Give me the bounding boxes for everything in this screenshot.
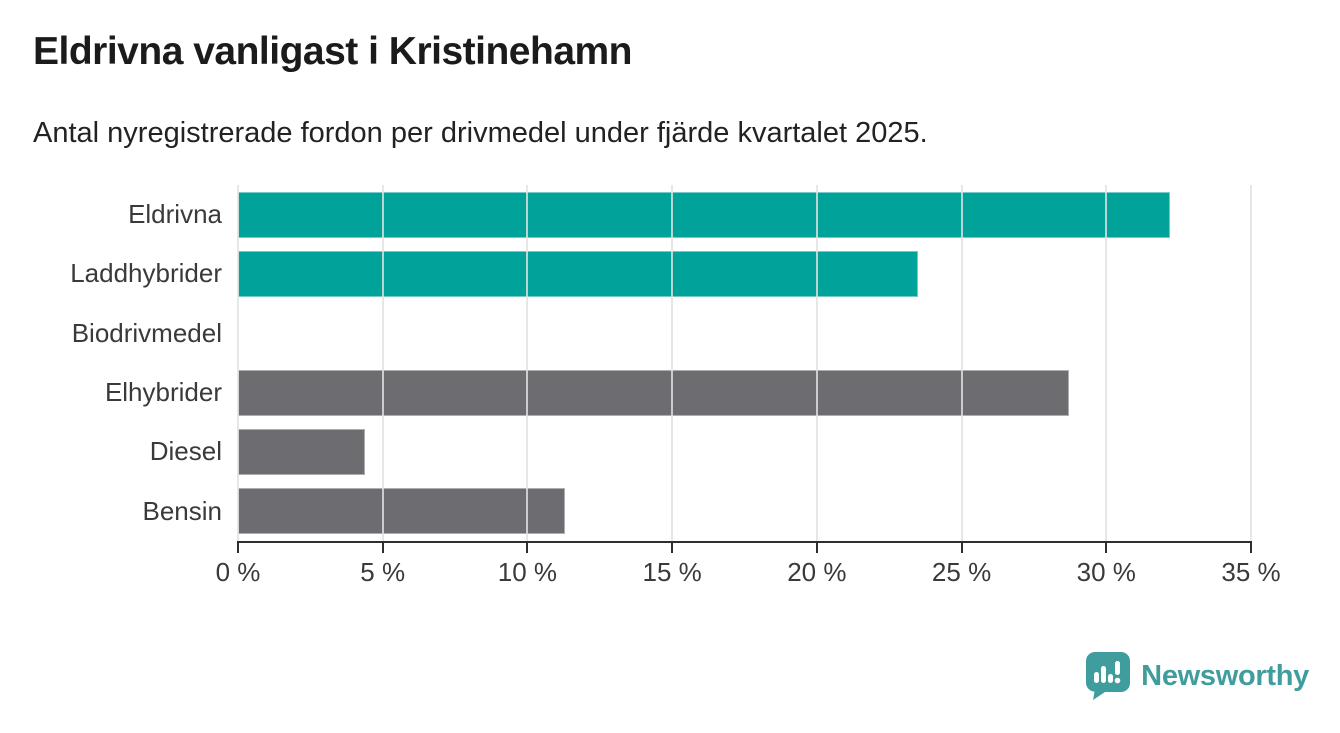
- bar-bensin: [238, 488, 566, 535]
- category-label: Biodrivmedel: [71, 317, 222, 348]
- bar-rows: [238, 185, 1251, 541]
- axis-tick: [960, 543, 963, 553]
- bar-eldrivna: [238, 191, 1170, 238]
- axis-tick-label: 25 %: [931, 557, 992, 587]
- axis-tick: [381, 543, 384, 553]
- axis-tick-label: 10 %: [497, 557, 558, 587]
- bar-laddhybrider: [238, 250, 919, 297]
- axis-tick-label: 15 %: [642, 557, 702, 587]
- axis-tick: [526, 543, 529, 553]
- axis-tick: [815, 543, 818, 553]
- bar-chart: Eldrivna Laddhybrider Biodrivmedel Elhybrid…: [70, 185, 1281, 587]
- page-title: Eldrivna vanligast i Kristinehamn: [33, 30, 633, 73]
- bar-elhybrider: [238, 369, 1069, 416]
- axis-tick-label: 0 %: [215, 557, 261, 587]
- logo-wordmark: Newsworthy: [1141, 659, 1309, 692]
- axis-tick: [1250, 543, 1252, 553]
- axis-tick: [1105, 543, 1108, 553]
- axis-tick-label: 30 %: [1076, 557, 1136, 587]
- bar-row: [238, 363, 1251, 422]
- category-label: Laddhybrider: [70, 258, 222, 289]
- bar-row: [238, 304, 1251, 363]
- axis-tick: [237, 543, 239, 553]
- axis-tick-label: 20 %: [787, 557, 847, 587]
- category-label: Bensin: [142, 495, 223, 526]
- x-axis-line: [237, 541, 1252, 543]
- category-label: Eldrivna: [128, 199, 222, 230]
- category-label: Elhybrider: [104, 377, 222, 408]
- newsworthy-logo[interactable]: Newsworthy: [1085, 651, 1309, 701]
- bar-row: [238, 244, 1251, 303]
- bar-diesel: [238, 428, 366, 475]
- bar-row: [238, 482, 1251, 541]
- axis-tick-label: 35 %: [1221, 557, 1281, 587]
- axis-tick: [671, 543, 674, 553]
- bar-row: [238, 422, 1251, 481]
- category-label: Diesel: [149, 436, 222, 467]
- axis-tick-label: 5 %: [360, 557, 406, 587]
- page-subtitle: Antal nyregistrerade fordon per drivmede…: [33, 117, 928, 149]
- bar-row: [238, 185, 1251, 244]
- newsworthy-speech-bubble-chart-icon: [1086, 652, 1131, 700]
